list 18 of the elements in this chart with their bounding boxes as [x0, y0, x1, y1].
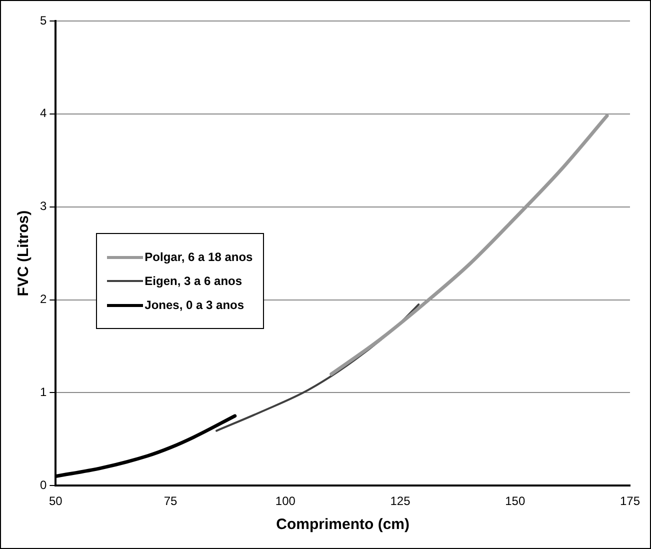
- y-tick-label: 1: [40, 384, 47, 399]
- x-tick-label: 125: [390, 494, 411, 508]
- y-tick-label: 5: [40, 13, 47, 28]
- y-tick-label: 3: [40, 199, 47, 214]
- y-tick-label: 4: [40, 106, 47, 120]
- line-series: [330, 114, 609, 376]
- legend-label: Jones, 0 a 3 anos: [144, 298, 244, 312]
- x-tick-label: 50: [48, 494, 63, 508]
- y-tick-label: 0: [40, 478, 47, 492]
- y-tick-label: 2: [40, 292, 47, 306]
- legend-label: Polgar, 6 a 18 anos: [144, 250, 253, 264]
- x-tick-label: 150: [505, 494, 526, 508]
- x-tick-label: 75: [164, 494, 178, 508]
- y-axis-title: FVC (Litros): [15, 210, 32, 296]
- x-axis-title: Comprimento (cm): [276, 516, 410, 534]
- x-tick-label: 100: [275, 494, 296, 508]
- legend-label: Eigen, 3 a 6 anos: [144, 274, 242, 288]
- x-tick-label: 175: [620, 494, 640, 508]
